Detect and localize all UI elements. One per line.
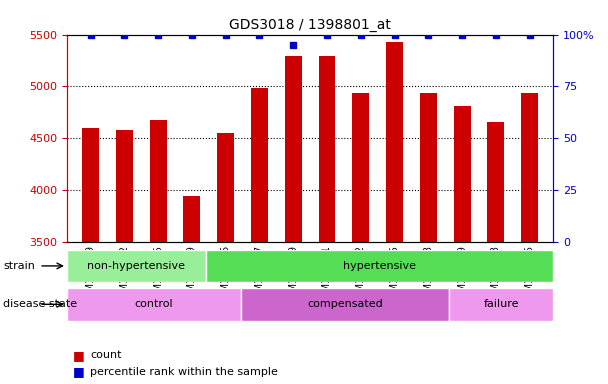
- Text: control: control: [134, 299, 173, 310]
- Bar: [285, 56, 302, 242]
- Bar: [67, 288, 241, 321]
- Bar: [449, 288, 553, 321]
- Text: count: count: [90, 350, 122, 360]
- Text: percentile rank within the sample: percentile rank within the sample: [90, 367, 278, 377]
- Bar: [352, 93, 369, 242]
- Bar: [420, 93, 437, 242]
- Bar: [488, 122, 504, 242]
- Bar: [251, 88, 268, 242]
- Bar: [454, 106, 471, 242]
- Bar: [319, 56, 336, 242]
- Text: ■: ■: [73, 365, 85, 378]
- Text: hypertensive: hypertensive: [343, 261, 416, 271]
- Bar: [150, 119, 167, 242]
- Text: failure: failure: [483, 299, 519, 310]
- Bar: [82, 128, 99, 242]
- Title: GDS3018 / 1398801_at: GDS3018 / 1398801_at: [229, 18, 391, 32]
- Bar: [521, 93, 538, 242]
- Text: strain: strain: [3, 261, 35, 271]
- Text: disease state: disease state: [3, 299, 77, 309]
- Bar: [386, 42, 403, 242]
- Bar: [184, 196, 200, 242]
- Bar: [217, 133, 234, 242]
- Text: compensated: compensated: [307, 299, 382, 310]
- Bar: [241, 288, 449, 321]
- Text: ■: ■: [73, 349, 85, 362]
- Bar: [116, 130, 133, 242]
- Bar: [67, 250, 206, 282]
- Text: non-hypertensive: non-hypertensive: [88, 261, 185, 271]
- Bar: [206, 250, 553, 282]
